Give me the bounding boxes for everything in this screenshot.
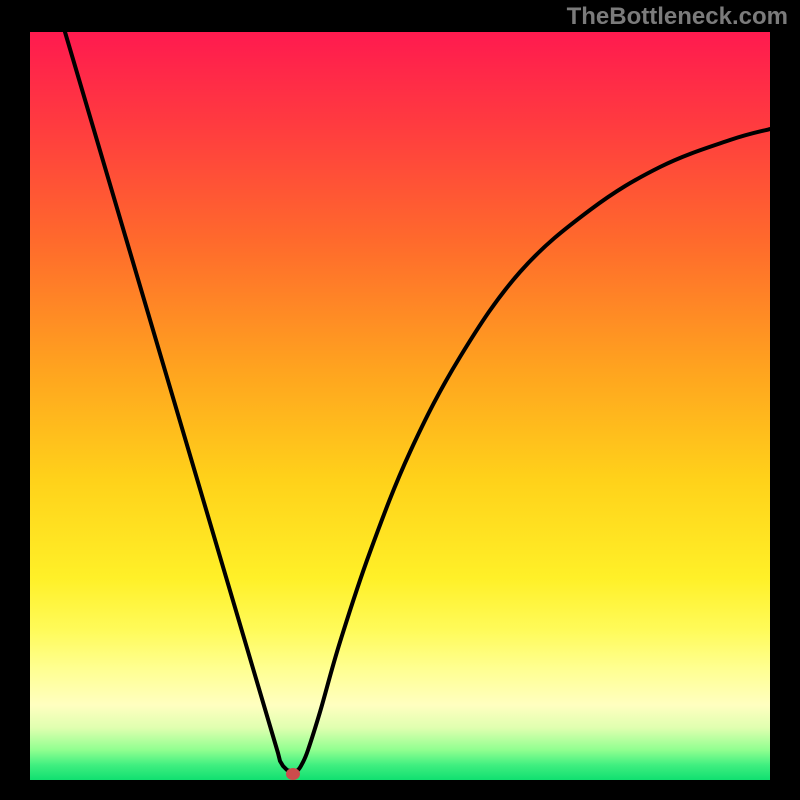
gradient-background — [30, 32, 770, 780]
plot-area — [30, 32, 770, 780]
minimum-marker — [286, 768, 300, 780]
watermark-text: TheBottleneck.com — [567, 3, 788, 31]
plot-svg — [30, 32, 770, 780]
